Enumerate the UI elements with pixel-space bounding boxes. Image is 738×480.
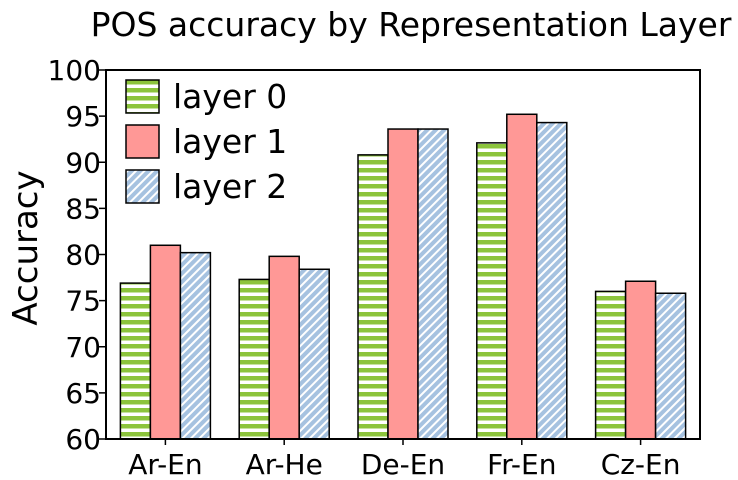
chart-title: POS accuracy by Representation Layer [91,5,732,44]
x-tick-label: Fr-En [487,448,556,480]
bar-layer-2-De-En [417,128,449,440]
y-tick-label: 75 [65,285,101,318]
legend-swatch [125,169,160,204]
bar-layer-0-Ar-En [119,282,152,440]
legend-swatch [125,124,160,159]
y-tick-label: 90 [65,146,101,179]
y-tick-label: 60 [65,423,101,456]
bar-layer-1-Ar-En [149,244,182,440]
bar-layer-2-Ar-En [179,251,212,440]
bar-layer-0-Fr-En [476,142,508,440]
bars-group [119,113,687,440]
legend-label: layer 2 [173,167,287,206]
legend-label: layer 1 [173,122,287,161]
y-tick-label: 95 [65,100,101,133]
bar-layer-0-Ar-He [238,278,270,440]
plot-frame [105,69,701,440]
x-axis: Ar-En Ar-He De-En Fr-En Cz-En [128,439,680,480]
bar-layer-1-Fr-En [506,113,538,440]
legend-swatch [125,79,160,114]
bar-layer-0-De-En [357,154,389,440]
bar-layer-1-De-En [387,128,419,440]
bar-layer-0-Cz-En [594,290,627,440]
bar-layer-2-Fr-En [536,121,568,440]
y-tick-label: 80 [65,239,101,272]
bar-layer-1-Cz-En [624,280,657,440]
x-tick-label: Cz-En [601,448,681,480]
y-axis: 60 65 70 75 80 85 90 95 100 [48,54,106,456]
y-tick-label: 65 [65,377,101,410]
legend-label: layer 0 [173,77,287,116]
bar-layer-2-Ar-He [298,268,330,440]
bar-layer-1-Ar-He [268,255,300,440]
y-tick-label: 70 [65,331,101,364]
x-tick-label: Ar-En [128,448,202,480]
legend: layer 0 layer 1 layer 2 [125,77,287,206]
y-tick-label: 85 [65,192,101,225]
y-axis-label: Accuracy [6,170,46,325]
x-tick-label: Ar-He [246,448,323,480]
x-tick-label: De-En [361,448,445,480]
y-tick-label: 100 [48,54,101,87]
bar-layer-2-Cz-En [654,292,687,440]
